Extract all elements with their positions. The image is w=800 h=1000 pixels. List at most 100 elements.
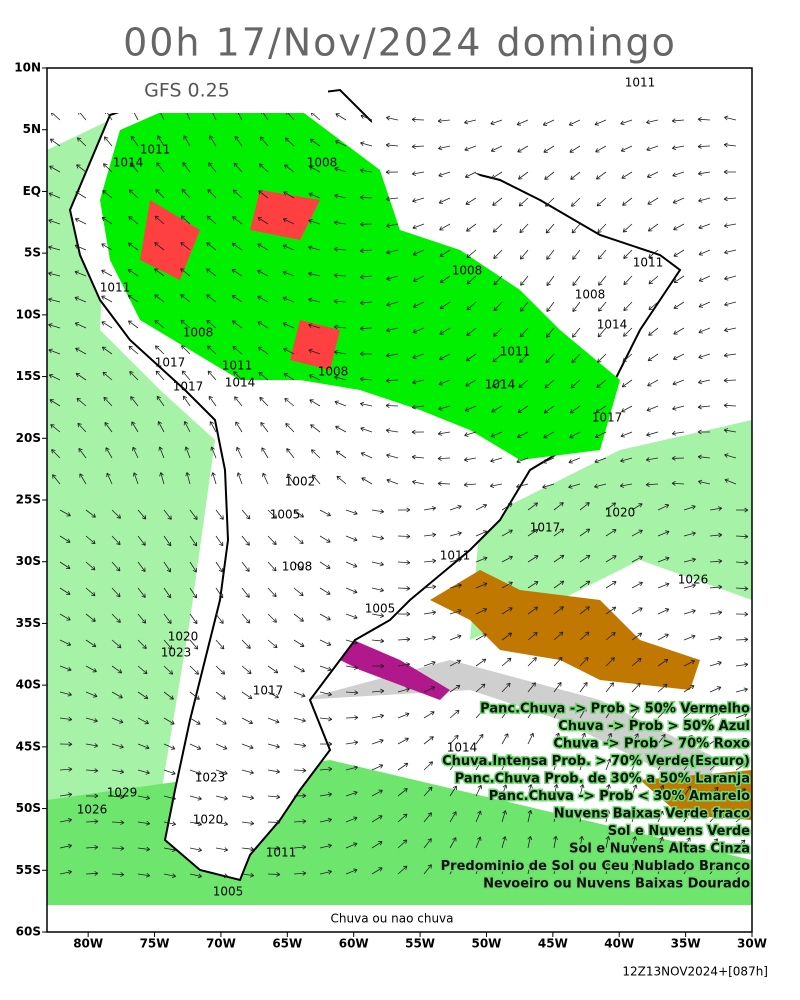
wind-arrow	[283, 164, 295, 173]
wind-arrow	[385, 196, 399, 202]
wind-arrow	[127, 242, 139, 251]
wind-arrow	[262, 472, 269, 485]
wind-arrow	[572, 301, 581, 312]
wind-arrow	[385, 223, 399, 229]
wind-arrow	[501, 810, 507, 823]
legend-entry: Sol e Nuvens Altas Cinza	[569, 842, 750, 857]
wind-arrow	[542, 457, 555, 464]
wind-arrow	[697, 454, 711, 460]
wind-arrow	[50, 424, 61, 433]
wind-arrow	[466, 223, 477, 232]
wind-arrow	[568, 483, 581, 489]
wind-arrow	[527, 631, 538, 641]
wind-arrow	[657, 733, 666, 745]
lon-tick-label: 60W	[339, 937, 369, 951]
wind-arrow	[449, 684, 461, 693]
wind-arrow	[371, 738, 384, 745]
wind-arrow	[572, 249, 581, 260]
wind-arrow	[235, 421, 243, 433]
wind-arrow	[49, 399, 61, 407]
wind-arrow	[723, 378, 737, 383]
wind-arrow	[267, 872, 281, 877]
wind-arrow	[345, 535, 358, 542]
wind-arrow	[189, 665, 199, 675]
wind-arrow	[308, 192, 321, 199]
wind-arrow	[189, 769, 202, 776]
wind-arrow	[683, 760, 692, 771]
wind-arrow	[439, 223, 451, 231]
wind-arrow	[620, 457, 633, 463]
isobar-label: 1011	[633, 256, 664, 270]
wind-arrow	[283, 191, 295, 199]
wind-arrow	[371, 613, 385, 618]
caption: Chuva ou nao chuva	[331, 912, 454, 926]
wind-arrow	[735, 560, 749, 566]
wind-arrow	[735, 586, 749, 591]
lat-tick-label: 55S	[16, 863, 41, 877]
wind-arrow	[78, 448, 87, 459]
wind-arrow	[59, 561, 71, 570]
wind-arrow	[698, 197, 711, 203]
wind-arrow	[475, 683, 486, 693]
wind-arrow	[412, 223, 425, 230]
wind-arrow	[267, 845, 281, 851]
wind-arrow	[189, 535, 198, 547]
wind-arrow	[319, 716, 333, 722]
wind-arrow	[646, 119, 659, 125]
wind-arrow	[345, 868, 358, 875]
wind-arrow	[128, 189, 139, 199]
wind-arrow	[267, 509, 278, 519]
wind-arrow	[449, 785, 457, 797]
wind-arrow	[293, 844, 307, 850]
wind-arrow	[85, 639, 97, 648]
wind-arrow	[137, 509, 147, 520]
wind-arrow	[491, 171, 503, 179]
wind-arrow	[163, 743, 176, 750]
wind-arrow	[698, 327, 711, 334]
wind-arrow	[241, 717, 254, 725]
wind-arrow	[671, 455, 685, 461]
wind-arrow	[657, 683, 668, 693]
wind-arrow	[553, 809, 559, 823]
wind-arrow	[449, 504, 462, 511]
wind-arrow	[709, 635, 722, 641]
wind-arrow	[163, 509, 172, 520]
wind-arrow	[620, 431, 633, 438]
wind-arrow	[683, 659, 696, 667]
legend-entry: Panc.Chuva Prob. de 30% a 50% Laranja	[455, 772, 750, 787]
wind-arrow	[439, 327, 451, 335]
wind-arrow	[137, 665, 148, 675]
wind-arrow	[385, 378, 399, 384]
wind-arrow	[683, 785, 692, 797]
wind-arrow	[475, 658, 487, 667]
wind-arrow	[645, 482, 659, 487]
wind-arrow	[267, 613, 277, 623]
wind-arrow	[647, 353, 659, 362]
wind-arrow	[605, 555, 617, 563]
wind-arrow	[605, 862, 611, 875]
wind-arrow	[698, 275, 711, 282]
wind-arrow	[267, 561, 277, 572]
wind-arrow	[412, 197, 425, 203]
wind-arrow	[605, 784, 611, 797]
wind-arrow	[241, 795, 255, 800]
wind-arrow	[397, 586, 411, 591]
wind-arrow	[579, 835, 584, 849]
wind-arrow	[319, 613, 331, 621]
wind-arrow	[553, 861, 559, 875]
lon-tick-label: 50W	[471, 937, 501, 951]
wind-arrow	[205, 268, 217, 277]
wind-arrow	[127, 320, 139, 329]
wind-arrow	[631, 758, 638, 771]
wind-arrow	[657, 759, 665, 771]
isobar-label: 1017	[530, 521, 561, 535]
wind-arrow	[111, 872, 125, 877]
wind-arrow	[215, 795, 228, 801]
wind-arrow	[411, 171, 425, 176]
wind-arrow	[449, 583, 462, 589]
wind-arrow	[154, 242, 165, 251]
wind-arrow	[501, 555, 513, 563]
wind-arrow	[545, 223, 555, 234]
wind-arrow	[319, 665, 332, 672]
wind-field	[48, 108, 749, 879]
